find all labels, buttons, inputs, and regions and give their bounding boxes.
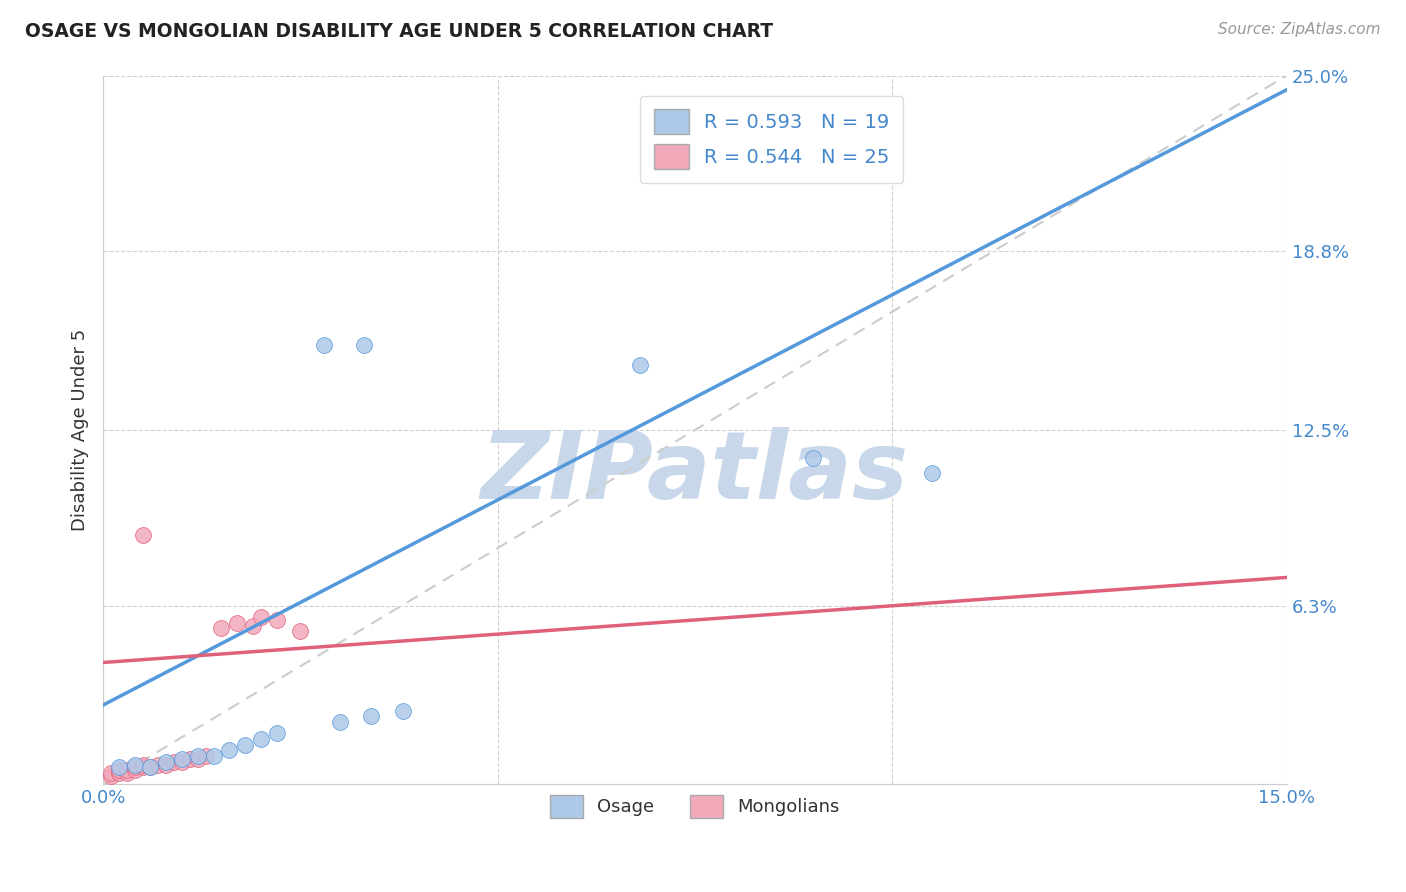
Point bbox=[250, 610, 273, 624]
Point bbox=[218, 743, 240, 757]
Point bbox=[202, 749, 225, 764]
Point bbox=[170, 755, 193, 769]
Point bbox=[360, 709, 382, 723]
Point bbox=[353, 338, 375, 352]
Point bbox=[290, 624, 312, 639]
Point bbox=[131, 760, 153, 774]
Point bbox=[194, 749, 217, 764]
Point bbox=[329, 714, 352, 729]
Point bbox=[108, 760, 131, 774]
Point bbox=[170, 752, 193, 766]
Point bbox=[155, 755, 177, 769]
Point bbox=[187, 752, 209, 766]
Point bbox=[100, 769, 122, 783]
Text: OSAGE VS MONGOLIAN DISABILITY AGE UNDER 5 CORRELATION CHART: OSAGE VS MONGOLIAN DISABILITY AGE UNDER … bbox=[25, 22, 773, 41]
Text: ZIPatlas: ZIPatlas bbox=[481, 426, 910, 518]
Point bbox=[266, 613, 288, 627]
Text: Source: ZipAtlas.com: Source: ZipAtlas.com bbox=[1218, 22, 1381, 37]
Point bbox=[139, 760, 162, 774]
Point bbox=[628, 358, 651, 372]
Point bbox=[131, 528, 153, 542]
Point bbox=[226, 615, 249, 630]
Point bbox=[115, 766, 138, 780]
Point bbox=[250, 732, 273, 747]
Point bbox=[187, 749, 209, 764]
Point bbox=[921, 466, 943, 480]
Point bbox=[124, 757, 146, 772]
Point bbox=[211, 622, 233, 636]
Legend: Osage, Mongolians: Osage, Mongolians bbox=[543, 788, 846, 825]
Point bbox=[139, 760, 162, 774]
Point bbox=[242, 618, 264, 632]
Point bbox=[131, 757, 153, 772]
Point bbox=[266, 726, 288, 740]
Point bbox=[179, 752, 201, 766]
Point bbox=[124, 760, 146, 774]
Point bbox=[124, 764, 146, 778]
Point bbox=[100, 766, 122, 780]
Point bbox=[392, 704, 415, 718]
Point bbox=[108, 764, 131, 778]
Point bbox=[148, 757, 170, 772]
Point bbox=[233, 738, 256, 752]
Point bbox=[312, 338, 335, 352]
Point bbox=[155, 757, 177, 772]
Point bbox=[115, 764, 138, 778]
Point bbox=[801, 451, 824, 466]
Y-axis label: Disability Age Under 5: Disability Age Under 5 bbox=[72, 329, 89, 531]
Point bbox=[108, 766, 131, 780]
Point bbox=[163, 755, 186, 769]
